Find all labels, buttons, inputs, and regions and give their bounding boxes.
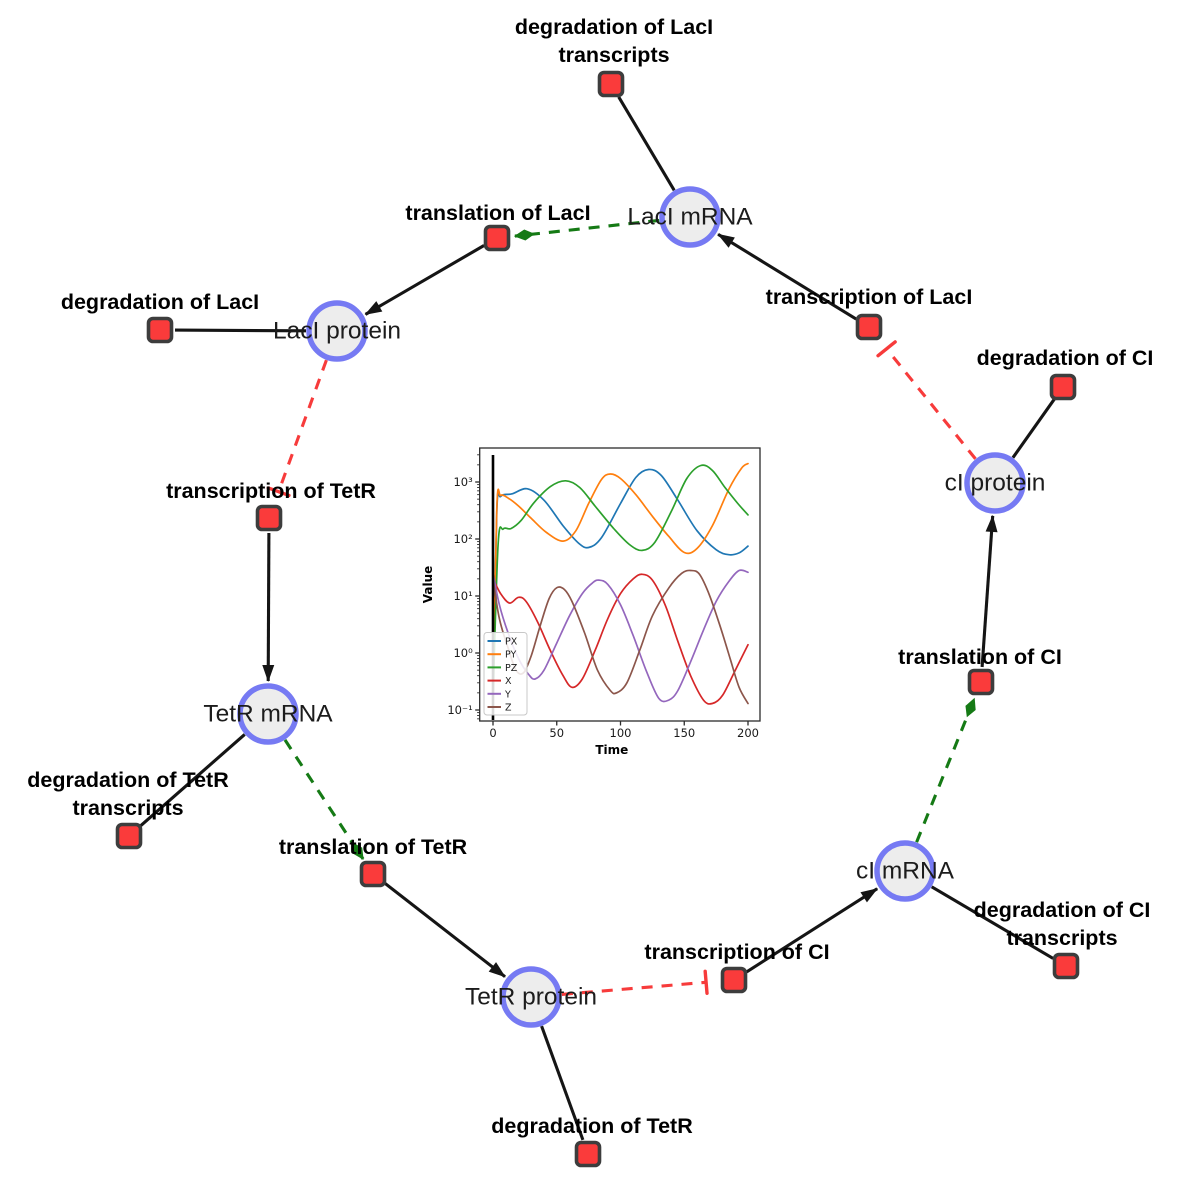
- y-axis: 10³ 10² 10¹ 10⁰ 10⁻¹: [447, 454, 480, 720]
- species-nodes-layer: [237, 186, 1026, 1028]
- edge-transl_tetr-tetr_protein: [383, 881, 506, 978]
- reaction-label-tx_ci: transcription of CI: [644, 940, 829, 964]
- reaction-node-transl_ci[interactable]: [967, 668, 995, 696]
- reaction-node-deg_ci[interactable]: [1049, 373, 1077, 401]
- series-PY: [492, 462, 749, 701]
- reaction-node-transl_tetr[interactable]: [359, 860, 387, 888]
- y-tick-label: 10⁰: [453, 646, 473, 660]
- x-tick-label: 150: [673, 726, 695, 740]
- legend-label-X: X: [505, 676, 512, 687]
- edge-tx_laci-laci_mrna: [717, 232, 858, 321]
- edge-ci_mrna-transl_ci: [915, 697, 976, 843]
- x-tick-label: 50: [549, 726, 564, 740]
- legend: PX PY PZ XYZ: [483, 632, 528, 716]
- x-tick-label: 0: [489, 726, 496, 740]
- edge-deg_tetr-tetr_protein: [540, 1025, 585, 1141]
- reaction-label-deg_tetr_tx-line1: degradation of TetR: [27, 768, 229, 792]
- reaction-label-deg_ci_tx-line2: transcripts: [1006, 926, 1117, 950]
- legend-label-Y: Y: [504, 689, 511, 700]
- edge-deg_laci_tx-laci_mrna: [617, 96, 676, 192]
- edge-laci_mrna-transl_laci: [513, 218, 660, 241]
- y-tick-label: 10²: [453, 532, 472, 546]
- reaction-label-transl_laci: translation of LacI: [405, 201, 590, 225]
- edge-deg_ci-ci_protein: [1011, 398, 1056, 459]
- y-tick-label: 10³: [453, 475, 473, 489]
- reaction-label-deg_tetr: degradation of TetR: [491, 1114, 693, 1138]
- reaction-label-deg_ci: degradation of CI: [977, 346, 1154, 370]
- reaction-label-transl_tetr: translation of TetR: [279, 835, 468, 859]
- y-tick-label: 10⁻¹: [447, 703, 472, 717]
- species-label-ci_protein: cI protein: [945, 470, 1046, 497]
- edge-tetr_mrna-transl_tetr: [283, 739, 365, 860]
- reaction-label-deg_tetr_tx-line2: transcripts: [72, 796, 183, 820]
- series-PZ: [492, 464, 749, 701]
- legend-label-Z: Z: [505, 703, 512, 714]
- edge-laci_protein-tx_tetr: [266, 359, 328, 498]
- reaction-node-tx_laci[interactable]: [855, 313, 883, 341]
- reaction-label-deg_laci_tx-line2: transcripts: [558, 43, 669, 67]
- x-axis: 0 50 100 150 200 Time: [489, 721, 759, 757]
- reaction-label-transl_ci: translation of CI: [898, 645, 1062, 669]
- legend-label-PY: PY: [505, 650, 517, 661]
- reaction-node-transl_laci[interactable]: [483, 224, 511, 252]
- species-node-ci_mrna[interactable]: [874, 840, 936, 902]
- edge-transl_ci-ci_protein: [980, 514, 998, 668]
- species-node-tetr_protein[interactable]: [500, 966, 562, 1028]
- legend-label-PX: PX: [505, 637, 518, 648]
- series-Y: [492, 569, 749, 703]
- reaction-label-tx_laci: transcription of LacI: [766, 285, 973, 309]
- edge-tetr_protein-tx_ci: [561, 969, 709, 996]
- reaction-label-deg_ci_tx-line1: degradation of CI: [974, 898, 1151, 922]
- reaction-nodes-layer: [115, 70, 1080, 1168]
- x-axis-label: Time: [595, 743, 628, 757]
- series-PX: [492, 468, 749, 701]
- reaction-label-tx_tetr: transcription of TetR: [166, 479, 376, 503]
- reaction-label-deg_laci_tx-line1: degradation of LacI: [515, 15, 713, 39]
- y-axis-label: Value: [421, 566, 435, 604]
- reaction-node-deg_tetr_tx[interactable]: [115, 822, 143, 850]
- edge-deg_tetr_tx-tetr_mrna: [139, 733, 246, 828]
- labels-layer: degradation of LacI transcripts translatio…: [27, 15, 1153, 1138]
- reaction-node-deg_ci_tx[interactable]: [1052, 952, 1080, 980]
- species-label-tetr_protein: TetR protein: [465, 984, 597, 1011]
- edge-tx_tetr-tetr_mrna: [262, 532, 275, 682]
- species-node-tetr_mrna[interactable]: [237, 683, 299, 745]
- species-label-ci_mrna: cI mRNA: [856, 858, 955, 885]
- x-tick-label: 200: [737, 726, 759, 740]
- series-X: [492, 573, 749, 705]
- x-tick-label: 100: [610, 726, 632, 740]
- reaction-node-deg_laci_tx[interactable]: [597, 70, 625, 98]
- reaction-node-deg_tetr[interactable]: [574, 1140, 602, 1168]
- species-label-laci_mrna: LacI mRNA: [627, 204, 753, 231]
- legend-label-PZ: PZ: [505, 663, 518, 674]
- inset-chart: 0 50 100 150 200Time10³10²10¹10⁰10⁻¹ValuePXP…: [421, 447, 761, 757]
- y-tick-label: 10¹: [453, 589, 472, 603]
- reaction-node-tx_tetr[interactable]: [255, 504, 283, 532]
- edges-layer: [139, 96, 1056, 1141]
- species-node-ci_protein[interactable]: [964, 452, 1026, 514]
- reaction-node-deg_laci[interactable]: [146, 316, 174, 344]
- species-node-laci_protein[interactable]: [306, 300, 368, 362]
- edge-deg_laci-laci_protein: [174, 328, 307, 333]
- edge-ci_protein-tx_laci: [876, 340, 977, 460]
- species-node-laci_mrna[interactable]: [659, 186, 721, 248]
- reaction-label-deg_laci: degradation of LacI: [61, 290, 259, 314]
- species-label-tetr_mrna: TetR mRNA: [203, 701, 333, 728]
- edge-transl_laci-laci_protein: [364, 244, 485, 316]
- edge-deg_ci_tx-ci_mrna: [930, 885, 1054, 960]
- species-label-laci_protein: LacI protein: [273, 318, 401, 345]
- edge-tx_ci-ci_mrna: [745, 887, 879, 974]
- reaction-node-tx_ci[interactable]: [720, 966, 748, 994]
